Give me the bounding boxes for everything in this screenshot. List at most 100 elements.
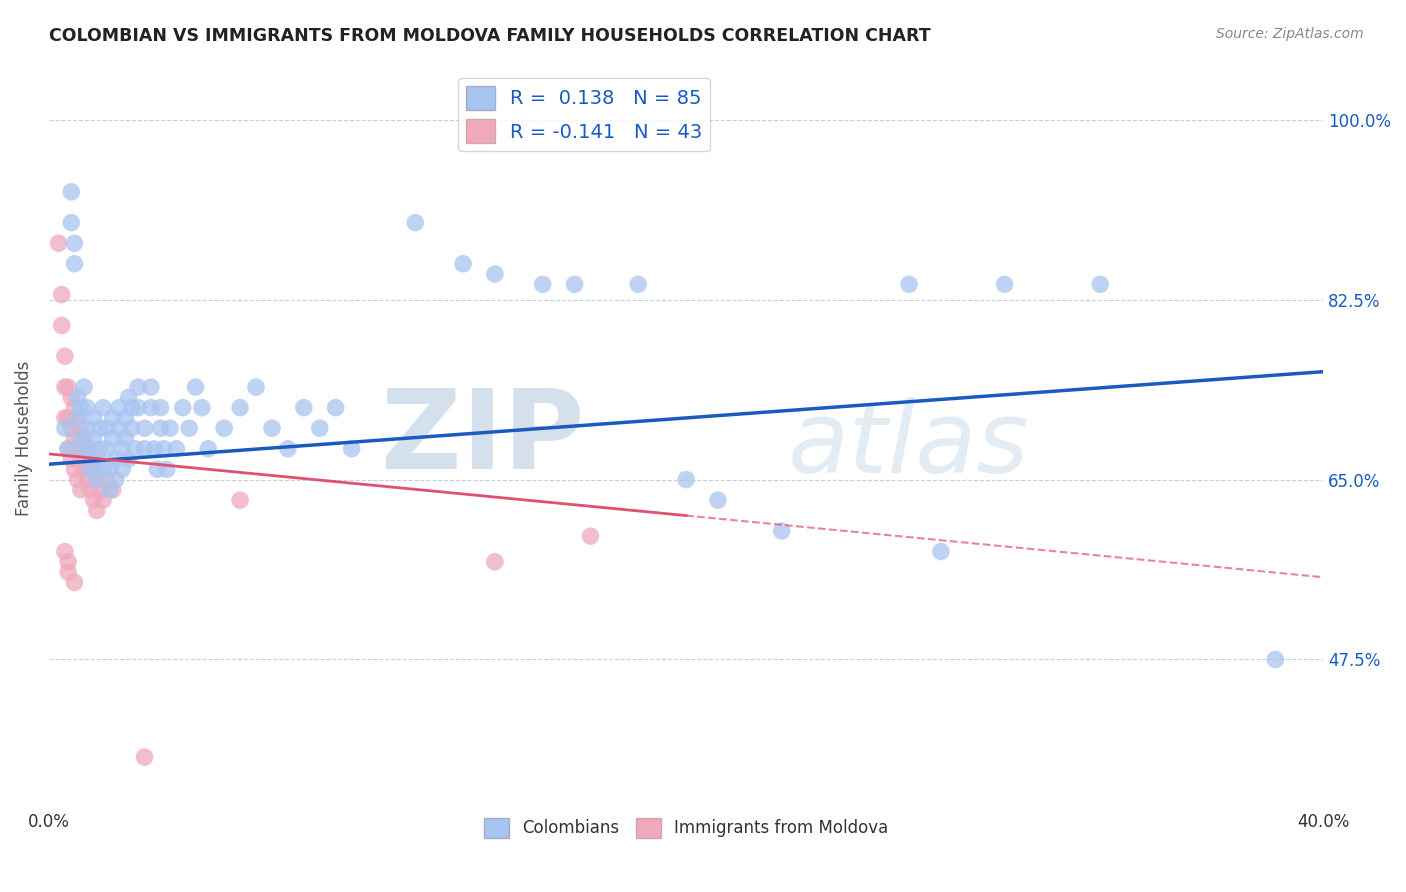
Point (134, 442, 156, 456)
Point (108, 401, 131, 415)
Point (56, 442, 79, 456)
Point (108, 421, 131, 435)
Point (404, 216, 426, 230)
Point (101, 411, 124, 425)
Point (56, 555, 79, 569)
Point (51, 287, 73, 301)
Point (484, 555, 506, 569)
Point (63, 257, 86, 271)
Point (191, 401, 214, 415)
Point (53, 349, 76, 363)
Point (127, 380, 149, 394)
Point (56, 565, 79, 579)
Point (73, 432, 96, 446)
Point (86, 503, 108, 517)
Point (79, 442, 101, 456)
Point (143, 442, 166, 456)
Point (104, 452, 127, 467)
Point (111, 442, 134, 456)
Point (86, 452, 108, 467)
Point (197, 442, 219, 456)
Point (53, 421, 76, 435)
Point (184, 380, 207, 394)
Point (627, 277, 650, 292)
Point (63, 236, 86, 251)
Point (308, 421, 330, 435)
Point (56, 380, 79, 394)
Point (69, 421, 91, 435)
Point (139, 380, 162, 394)
Point (114, 432, 136, 446)
Point (564, 277, 586, 292)
Point (117, 452, 139, 467)
Point (675, 473, 697, 487)
Point (898, 277, 921, 292)
Point (114, 411, 136, 425)
Point (212, 421, 235, 435)
Point (260, 421, 283, 435)
Point (91, 401, 114, 415)
Point (69, 483, 91, 497)
Point (994, 277, 1017, 292)
Point (292, 401, 315, 415)
Point (63, 432, 86, 446)
Point (152, 442, 174, 456)
Point (139, 401, 162, 415)
Point (66, 411, 89, 425)
Point (60, 216, 83, 230)
Point (101, 483, 124, 497)
Point (96, 442, 118, 456)
Point (229, 401, 252, 415)
Point (76, 473, 98, 487)
Point (1264, 652, 1286, 666)
Point (60, 390, 83, 404)
Point (146, 462, 169, 476)
Point (48, 236, 70, 251)
Point (124, 442, 146, 456)
Point (73, 442, 96, 456)
Point (83, 411, 105, 425)
Point (63, 575, 86, 590)
Point (53, 411, 76, 425)
Point (91, 493, 114, 508)
Text: Source: ZipAtlas.com: Source: ZipAtlas.com (1216, 27, 1364, 41)
Point (1088, 277, 1111, 292)
Point (149, 421, 172, 435)
Point (172, 401, 194, 415)
Point (229, 493, 252, 508)
Point (73, 380, 96, 394)
Point (159, 421, 181, 435)
Point (86, 473, 108, 487)
Point (76, 421, 98, 435)
Point (96, 421, 118, 435)
Point (277, 442, 299, 456)
Point (79, 462, 101, 476)
Point (340, 442, 363, 456)
Point (66, 442, 89, 456)
Point (121, 421, 143, 435)
Point (60, 452, 83, 467)
Point (134, 421, 156, 435)
Point (69, 401, 91, 415)
Point (83, 493, 105, 508)
Point (134, 750, 156, 764)
Point (79, 483, 101, 497)
Point (245, 380, 267, 394)
Point (69, 432, 91, 446)
Point (63, 462, 86, 476)
Point (770, 524, 793, 538)
Point (89, 483, 111, 497)
Y-axis label: Family Households: Family Households (15, 360, 32, 516)
Point (98, 483, 121, 497)
Point (69, 452, 91, 467)
Point (66, 411, 89, 425)
Point (86, 473, 108, 487)
Point (117, 390, 139, 404)
Point (60, 185, 83, 199)
Legend: Colombians, Immigrants from Moldova: Colombians, Immigrants from Moldova (477, 811, 896, 845)
Point (56, 411, 79, 425)
Point (73, 462, 96, 476)
Point (121, 401, 143, 415)
Point (156, 462, 179, 476)
Text: ZIP: ZIP (381, 385, 583, 492)
